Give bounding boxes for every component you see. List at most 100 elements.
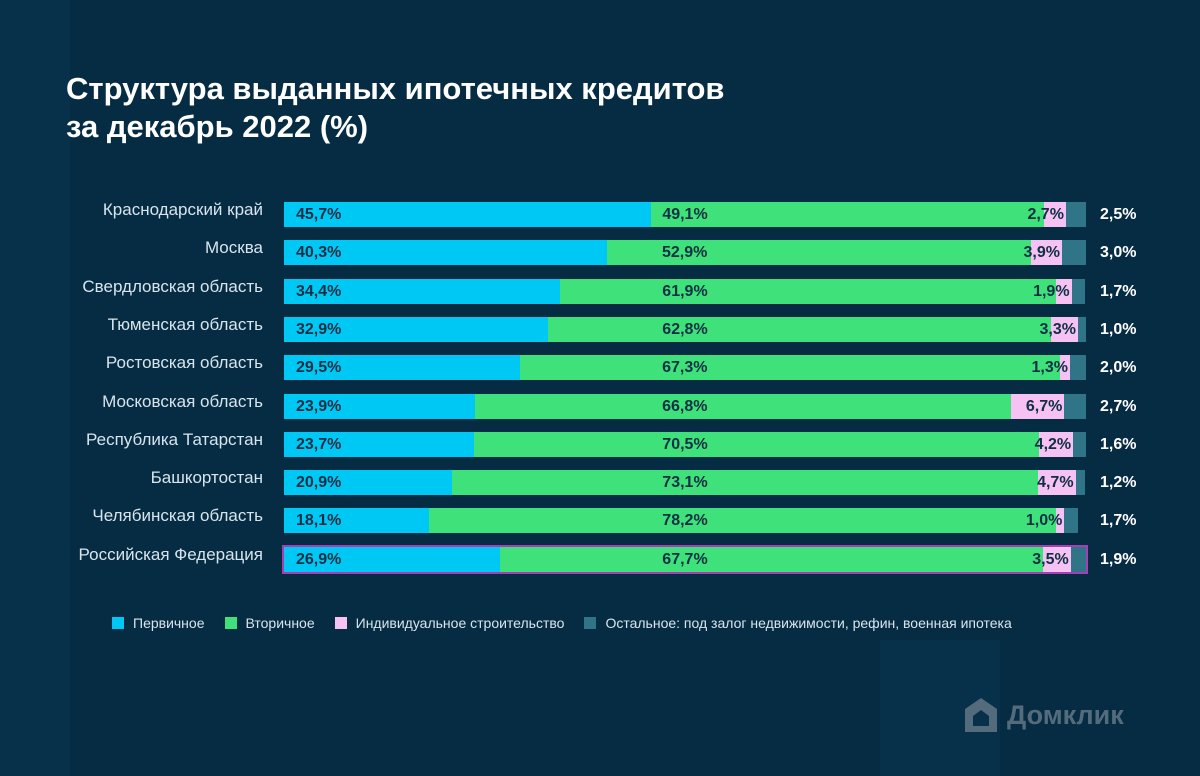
- category-label: Московская область: [102, 392, 263, 411]
- bar-segment: 3,5%: [1032, 547, 1071, 572]
- data-label: 66,8%: [662, 398, 708, 415]
- data-label: 62,8%: [662, 321, 708, 338]
- data-label: 1,7%: [1100, 512, 1137, 529]
- chart-title-line-1: Структура выданных ипотечных кредитов: [66, 71, 725, 106]
- data-label: 1,0%: [1025, 512, 1063, 529]
- bar-segment: [1069, 355, 1086, 380]
- legend-swatch: [224, 617, 237, 629]
- legend-label: Вторичное: [245, 615, 315, 631]
- bar-row: 23,9% 66,8% 6,7%: [284, 394, 1086, 419]
- data-label: 2,0%: [1100, 359, 1137, 376]
- data-label: 1,9%: [1100, 551, 1137, 568]
- data-label: 45,7%: [296, 206, 342, 223]
- bar-segment: [1073, 432, 1086, 457]
- bar-segment: 70,5%: [474, 432, 1040, 457]
- data-label: 1,3%: [1031, 359, 1068, 376]
- bar-row: 29,5% 67,3% 1,3%: [284, 355, 1086, 380]
- category-label: Российская Федерация: [78, 545, 263, 564]
- bar-row: 18,1% 78,2% 1,0%: [284, 508, 1086, 533]
- legend-swatch: [112, 617, 124, 629]
- bar-segment: 1,0%: [1026, 508, 1065, 533]
- bar-segment: 3,9%: [1024, 240, 1062, 265]
- category-label: Свердловская область: [82, 277, 263, 296]
- data-label: 6,7%: [1025, 398, 1063, 415]
- data-label: 52,9%: [661, 244, 708, 261]
- data-label: 73,1%: [662, 474, 708, 491]
- bar-segment: 1,3%: [1032, 355, 1070, 380]
- data-label: 3,9%: [1023, 244, 1060, 261]
- data-label: 1,6%: [1100, 436, 1137, 453]
- bar-segment: 62,8%: [547, 317, 1052, 342]
- bar-segment: 78,2%: [429, 508, 1057, 533]
- data-label: 18,1%: [296, 512, 342, 529]
- logo: Домклик: [963, 696, 1124, 734]
- bar-segment: 67,3%: [520, 355, 1060, 380]
- bar-segment: 67,7%: [499, 547, 1043, 572]
- bar-row: 32,9% 62,8% 3,3%: [284, 317, 1086, 342]
- legend-item: Первичное: [112, 615, 205, 631]
- legend-item: Вторичное: [224, 615, 315, 631]
- legend-item: Остальное: под залог недвижимости, рефин…: [584, 615, 1012, 631]
- bar-segment: [1064, 508, 1078, 533]
- data-label: 20,9%: [296, 474, 342, 491]
- legend: Первичное Вторичное Индивидуальное строите…: [112, 615, 1032, 631]
- bar-segment: [1064, 394, 1086, 419]
- bar-row: 34,4% 61,9% 1,9%: [284, 279, 1086, 304]
- data-label: 67,7%: [662, 551, 708, 568]
- data-label: 49,1%: [662, 206, 708, 223]
- bar-segment: 61,9%: [559, 279, 1057, 304]
- logo-text: Домклик: [1007, 699, 1124, 730]
- legend-swatch: [334, 617, 347, 629]
- data-label: 1,0%: [1100, 321, 1137, 338]
- bar-segment: 45,7%: [284, 202, 651, 227]
- category-label: Ростовская область: [105, 353, 263, 372]
- bar-segment: 49,1%: [650, 202, 1045, 227]
- data-label: 23,7%: [296, 436, 342, 453]
- bar-segment: 2,7%: [1027, 202, 1066, 227]
- legend-item: Индивидуальное строительство: [334, 615, 565, 631]
- bar-segment: 40,3%: [284, 240, 607, 265]
- bar-segment: 26,9%: [284, 547, 500, 572]
- bar-segment: [1070, 547, 1086, 572]
- legend-label: Первичное: [133, 615, 205, 631]
- data-label: 2,5%: [1100, 206, 1137, 223]
- data-label: 29,5%: [296, 359, 342, 376]
- data-label: 34,4%: [296, 283, 342, 300]
- bar-row: 26,9% 67,7% 3,5%: [282, 545, 1088, 574]
- data-label: 2,7%: [1100, 398, 1137, 415]
- bar-segment: [1065, 202, 1086, 227]
- data-label: 1,7%: [1100, 283, 1137, 300]
- category-label: Тюменская область: [107, 315, 263, 334]
- bar-segment: 52,9%: [606, 240, 1031, 265]
- data-label: 70,5%: [662, 436, 708, 453]
- category-label: Москва: [204, 238, 263, 257]
- bar-segment: 23,7%: [284, 432, 475, 457]
- bar-row: 40,3% 52,9% 3,9%: [284, 240, 1086, 265]
- data-label: 1,9%: [1033, 283, 1070, 300]
- bar-segment: [1071, 279, 1086, 304]
- bar-segment: 20,9%: [284, 470, 452, 495]
- category-label: Челябинская область: [92, 506, 263, 525]
- bar-segment: 1,9%: [1033, 279, 1072, 304]
- bar-segment: 66,8%: [475, 394, 1011, 419]
- data-label: 2,7%: [1027, 206, 1064, 223]
- bar-segment: [1075, 470, 1086, 495]
- bar-segment: 4,2%: [1035, 432, 1074, 457]
- bar-segment: 3,3%: [1039, 317, 1078, 342]
- data-label: 4,7%: [1037, 474, 1074, 491]
- data-label: 1,2%: [1100, 474, 1137, 491]
- data-label: 3,0%: [1100, 244, 1137, 261]
- bar-segment: 4,7%: [1037, 470, 1076, 495]
- data-label: 78,2%: [662, 512, 708, 529]
- bar-row: 45,7% 49,1% 2,7%: [284, 202, 1086, 227]
- bar-segment: [1077, 317, 1086, 342]
- bar-segment: 73,1%: [451, 470, 1038, 495]
- legend-swatch: [584, 617, 597, 629]
- legend-label: Индивидуальное строительство: [355, 615, 565, 631]
- bar-segment: [1061, 240, 1086, 265]
- data-label: 32,9%: [296, 321, 342, 338]
- bar-segment: 34,4%: [284, 279, 560, 304]
- category-label: Башкортостан: [150, 468, 263, 487]
- bar-segment: 29,5%: [284, 355, 521, 380]
